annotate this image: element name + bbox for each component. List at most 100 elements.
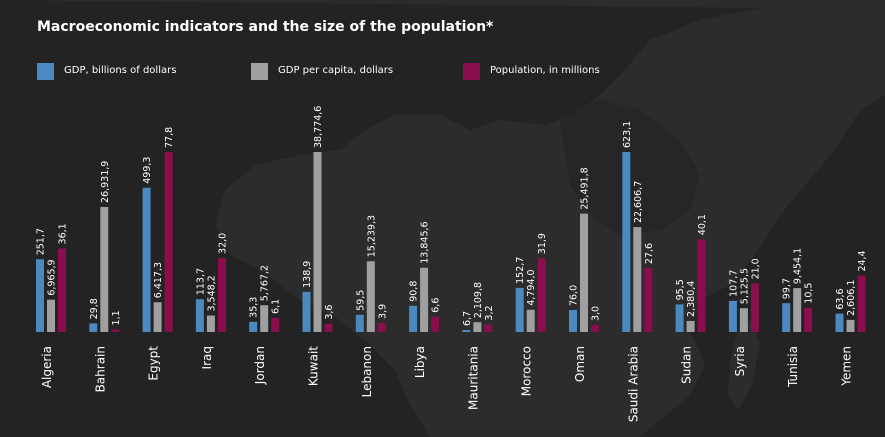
bar-mauritania-series-3	[484, 324, 493, 332]
data-label-syria-series-3: 21,0	[750, 258, 761, 279]
bar-iraq-series-2	[206, 315, 215, 332]
data-label-jordan-series-1: 35,3	[249, 297, 260, 318]
data-label-lebanon-series-3: 3,9	[377, 304, 388, 319]
bar-mauritania-series-2	[473, 322, 482, 332]
data-label-algeria-series-2: 6,965,9	[47, 259, 58, 295]
data-label-kuwait-series-3: 3,6	[324, 305, 335, 320]
bar-yemen-series-3	[857, 275, 866, 332]
category-label-sudan: Sudan	[680, 346, 694, 384]
bar-algeria-series-2	[47, 299, 55, 332]
bar-saudi-arabia-series-1	[622, 152, 631, 332]
madagascar-silhouette	[728, 320, 760, 410]
data-label-algeria-series-1: 251,7	[36, 228, 47, 255]
category-label-kuwait: Kuwait	[307, 346, 321, 386]
bar-algeria-series-1	[36, 259, 44, 332]
bar-kuwait-series-2	[313, 152, 322, 332]
bar-tunisia-series-3	[804, 307, 813, 332]
bar-algeria-series-3	[58, 248, 66, 332]
category-label-morocco: Morocco	[520, 346, 534, 396]
data-label-mauritania-series-1: 6,7	[462, 311, 473, 326]
bar-lebanon-series-1	[355, 314, 364, 332]
bar-bahrain-series-1	[89, 323, 98, 332]
legend-swatch-gdp	[37, 63, 54, 80]
bar-mauritania-series-1	[462, 330, 471, 332]
bar-kuwait-series-1	[302, 291, 311, 332]
bar-bahrain-series-3	[111, 329, 120, 332]
bar-kuwait-series-3	[324, 323, 333, 332]
bar-egypt-series-1	[142, 187, 151, 332]
data-label-egypt-series-3: 77,8	[164, 127, 175, 148]
data-label-sudan-series-1: 95,5	[675, 279, 686, 300]
data-label-egypt-series-2: 6,417,3	[153, 262, 164, 298]
data-label-saudi-arabia-series-2: 22,606,7	[633, 181, 644, 223]
bar-libya-series-1	[409, 305, 418, 332]
data-label-morocco-series-3: 31,9	[537, 233, 548, 254]
category-label-saudi-arabia: Saudi Arabia	[626, 346, 640, 422]
bar-yemen-series-1	[835, 313, 844, 332]
bar-jordan-series-1	[249, 321, 258, 332]
bar-libya-series-2	[420, 267, 429, 332]
bar-egypt-series-3	[164, 152, 173, 332]
data-label-iraq-series-2: 3,548,2	[206, 275, 217, 311]
data-label-libya-series-3: 6,6	[431, 298, 442, 313]
category-label-syria: Syria	[733, 346, 747, 376]
data-label-oman-series-1: 76,0	[569, 285, 580, 306]
bar-morocco-series-3	[537, 258, 546, 332]
bar-morocco-series-1	[515, 287, 524, 332]
data-label-lebanon-series-2: 15,239,3	[366, 215, 377, 257]
bar-bahrain-series-2	[100, 206, 109, 332]
data-label-morocco-series-1: 152,7	[515, 257, 526, 284]
category-label-lebanon: Lebanon	[360, 346, 374, 397]
bar-sudan-series-2	[686, 320, 695, 332]
data-label-yemen-series-2: 2,606,1	[846, 280, 857, 316]
category-label-tunisia: Tunisia	[786, 346, 800, 388]
data-label-mauritania-series-3: 3,2	[484, 305, 495, 320]
data-label-yemen-series-3: 24,4	[857, 250, 868, 271]
legend-label-population: Population, in millions	[490, 65, 600, 76]
data-label-algeria-series-3: 36,1	[58, 223, 69, 244]
data-label-jordan-series-2: 5,767,2	[260, 265, 271, 301]
data-label-sudan-series-3: 40,1	[697, 214, 708, 235]
data-label-lebanon-series-1: 59,5	[355, 290, 366, 311]
data-label-kuwait-series-2: 38,774,6	[313, 106, 324, 148]
bar-lebanon-series-3	[377, 322, 386, 332]
data-label-tunisia-series-3: 10,5	[804, 283, 815, 304]
bar-syria-series-1	[728, 300, 737, 332]
data-label-egypt-series-1: 499,3	[142, 157, 153, 184]
data-label-saudi-arabia-series-1: 623,1	[622, 121, 633, 148]
bar-saudi-arabia-series-2	[633, 227, 642, 332]
category-label-algeria: Algeria	[40, 346, 54, 388]
data-label-bahrain-series-1: 29,8	[89, 298, 100, 319]
data-label-syria-series-2: 5,125,5	[739, 268, 750, 304]
bar-yemen-series-2	[846, 319, 855, 332]
bar-iraq-series-3	[217, 257, 226, 332]
data-label-tunisia-series-2: 9,454,1	[793, 248, 804, 284]
category-label-egypt: Egypt	[147, 346, 161, 381]
category-label-yemen: Yemen	[840, 346, 854, 387]
category-label-iraq: Iraq	[200, 346, 214, 369]
data-label-bahrain-series-3: 1,1	[111, 310, 122, 325]
data-label-bahrain-series-2: 26,931,9	[100, 161, 111, 203]
data-label-jordan-series-3: 6,1	[271, 299, 282, 314]
data-label-libya-series-1: 90,8	[409, 281, 420, 302]
legend-label-gdp-per-capita: GDP per capita, dollars	[278, 65, 394, 76]
bar-oman-series-3	[591, 325, 599, 332]
data-label-iraq-series-1: 113,7	[195, 268, 206, 295]
legend-swatch-population	[463, 63, 480, 80]
bar-sudan-series-1	[675, 304, 684, 332]
bar-morocco-series-2	[526, 309, 535, 332]
bar-oman-series-2	[580, 213, 588, 332]
bar-jordan-series-2	[260, 305, 269, 332]
data-label-morocco-series-2: 4,794,0	[526, 269, 537, 305]
bar-syria-series-3	[750, 283, 759, 332]
bar-syria-series-2	[739, 308, 748, 332]
category-label-bahrain: Bahrain	[93, 346, 107, 392]
bar-tunisia-series-1	[782, 303, 791, 332]
data-label-kuwait-series-1: 138,9	[302, 261, 313, 288]
category-label-oman: Oman	[573, 346, 587, 382]
data-label-sudan-series-2: 2,380,4	[686, 281, 697, 317]
bar-egypt-series-2	[153, 302, 162, 332]
legend-swatch-gdp-per-capita	[251, 63, 268, 80]
